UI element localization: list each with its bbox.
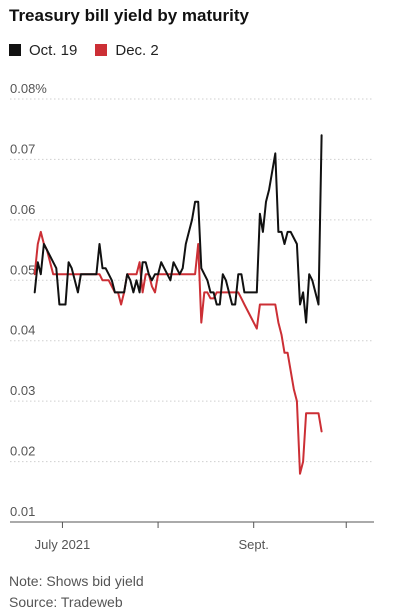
legend: Oct. 19 Dec. 2 [9,40,177,60]
legend-item-dec2: Dec. 2 [95,41,159,59]
legend-item-oct19: Oct. 19 [9,42,77,59]
y-tick-label: 0.03 [10,383,35,398]
chart-title: Treasury bill yield by maturity [9,6,249,25]
series-line-oct19 [33,134,323,324]
x-tick-label: July 2021 [35,537,91,552]
y-tick-label: 0.02 [10,444,35,459]
legend-swatch-dec2 [95,44,108,56]
source-text: Source: Tradeweb [9,594,123,610]
legend-swatch-oct19 [9,44,21,56]
legend-label-dec2: Dec. 2 [115,41,159,59]
y-tick-label: 0.01 [10,504,35,519]
series-line-dec2 [33,230,323,475]
y-tick-label: 0.08% [10,81,47,96]
y-tick-label: 0.06 [10,202,35,217]
legend-label-oct19: Oct. 19 [29,41,78,59]
y-tick-label: 0.05 [10,262,35,277]
chart-plot: 0.08% 0.07 0.06 0.05 0.04 0.03 0.02 0.01 July 20… [10,81,374,552]
note-text: Note: Shows bid yield [9,573,144,589]
y-tick-label: 0.07 [10,141,35,156]
x-tick-label: Sept. [239,537,269,552]
y-tick-label: 0.04 [10,323,35,338]
